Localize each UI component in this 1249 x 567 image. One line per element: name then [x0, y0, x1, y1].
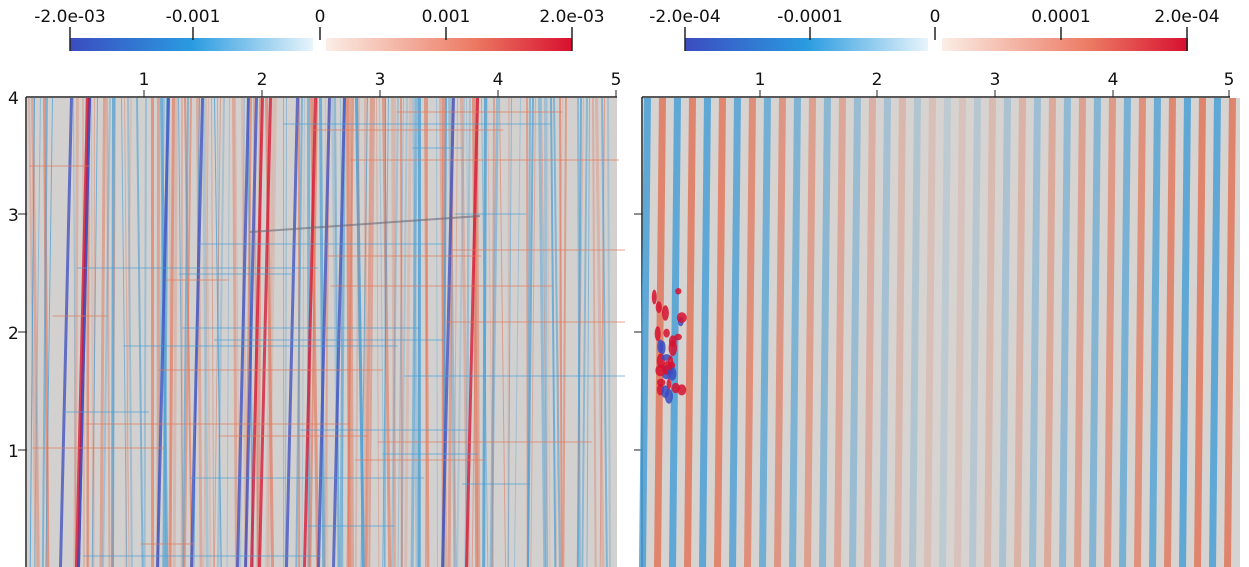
right-field-anomaly [651, 288, 687, 404]
right-colorbar-min-label: -2.0e-04 [649, 7, 720, 27]
right-colorbar-negative [685, 38, 928, 51]
left-colorbar-negative [70, 38, 313, 51]
left-y-tick-2: 2 [8, 324, 19, 344]
right-x-tick-2: 2 [872, 70, 883, 90]
left-colorbar: -2.0e-03 -0.001 0 0.001 2.0e-03 [34, 7, 605, 51]
left-colorbar-neg-mid-label: -0.001 [166, 7, 221, 27]
left-y-tick-1: 1 [8, 442, 19, 462]
left-plot-panel: -2.0e-03 -0.001 0 0.001 2.0e-03 1 2 3 4 … [8, 7, 625, 567]
left-x-tick-4: 4 [493, 70, 504, 90]
right-x-tick-1: 1 [755, 70, 766, 90]
left-x-tick-5: 5 [611, 70, 622, 90]
right-field-image [639, 98, 1240, 567]
left-colorbar-max-label: 2.0e-03 [539, 7, 604, 27]
left-x-tick-3: 3 [375, 70, 386, 90]
left-field-image [27, 98, 625, 567]
right-colorbar: -2.0e-04 -0.0001 0 0.0001 2.0e-04 [649, 7, 1220, 51]
right-colorbar-max-label: 2.0e-04 [1154, 7, 1219, 27]
right-colorbar-positive [942, 38, 1188, 51]
right-plot-panel: -2.0e-04 -0.0001 0 0.0001 2.0e-04 1 2 3 … [630, 0, 1249, 567]
right-x-tick-5: 5 [1224, 70, 1235, 90]
left-x-tick-1: 1 [139, 70, 150, 90]
left-colorbar-pos-mid-label: 0.001 [422, 7, 471, 27]
right-x-tick-3: 3 [990, 70, 1001, 90]
left-y-tick-3: 3 [8, 206, 19, 226]
right-plot-svg: -2.0e-04 -0.0001 0 0.0001 2.0e-04 1 2 3 … [634, 7, 1240, 567]
left-y-tick-4: 4 [8, 89, 19, 109]
left-x-axis: 1 2 3 4 5 [26, 70, 622, 98]
right-x-axis: 1 2 3 4 5 [642, 70, 1235, 98]
right-colorbar-neg-mid-label: -0.0001 [777, 7, 843, 27]
left-colorbar-positive [326, 38, 572, 51]
left-colorbar-zero-label: 0 [315, 7, 326, 27]
left-x-tick-2: 2 [257, 70, 268, 90]
left-colorbar-min-label: -2.0e-03 [34, 7, 105, 27]
right-colorbar-pos-mid-label: 0.0001 [1031, 7, 1090, 27]
right-colorbar-zero-label: 0 [930, 7, 941, 27]
left-plot-svg: -2.0e-03 -0.001 0 0.001 2.0e-03 1 2 3 4 … [8, 7, 625, 567]
right-x-tick-4: 4 [1108, 70, 1119, 90]
